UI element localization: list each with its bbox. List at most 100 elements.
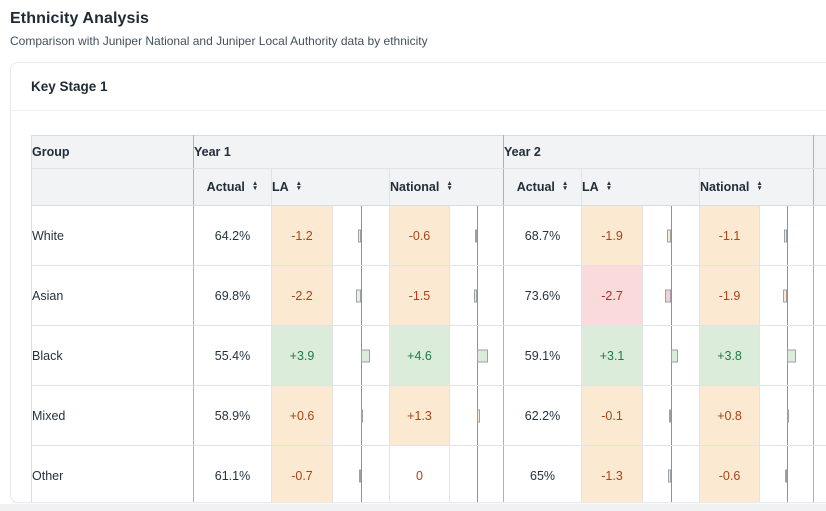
sort-header-la-y1[interactable]: LA ▲ ▼ — [271, 168, 390, 206]
sort-header-actual-y1[interactable]: Actual ▲ ▼ — [193, 168, 272, 206]
la-value-cell-y2: -2.7 — [581, 265, 643, 326]
group-cell: Asian — [31, 265, 194, 326]
actual-cell-y1: 58.9% — [193, 385, 272, 446]
bar-axis-line — [786, 266, 788, 325]
bar-axis-line — [786, 446, 788, 502]
group-cell: Other — [31, 445, 194, 502]
deviation-bar — [356, 289, 361, 302]
sort-header-actual-y2[interactable]: Actual ▲ ▼ — [503, 168, 582, 206]
group-cell: White — [31, 205, 194, 266]
row-filler — [813, 265, 826, 326]
national-bar-cell-y1 — [448, 205, 504, 266]
sort-header-la-y2[interactable]: LA ▲ ▼ — [581, 168, 700, 206]
table-row: Mixed 58.9% +0.6 +1.3 62.2% -0.1 +0.8 — [31, 385, 826, 446]
la-value-cell-y1: +3.9 — [271, 325, 333, 386]
deviation-bar — [667, 229, 672, 242]
deviation-bar — [668, 469, 672, 482]
national-value-cell-y2: -0.6 — [699, 445, 760, 502]
actual-cell-y1: 64.2% — [193, 205, 272, 266]
actual-cell-y2: 65% — [503, 445, 582, 502]
national-value-cell-y1: 0 — [389, 445, 450, 502]
national-bar-cell-y1 — [448, 385, 504, 446]
card-body: Group Year 1 Year 2 Actual ▲ ▼ LA ▲ ▼ National ▲ ▼ A… — [11, 111, 826, 502]
sort-icon: ▲ ▼ — [756, 180, 763, 192]
national-bar-cell-y2 — [759, 265, 814, 326]
national-bar-cell-y1 — [448, 265, 504, 326]
la-value-cell-y1: -0.7 — [271, 445, 333, 502]
la-bar-cell-y1 — [332, 445, 390, 502]
actual-cell-y2: 59.1% — [503, 325, 582, 386]
deviation-bar — [474, 229, 477, 242]
national-bar-cell-y2 — [759, 385, 814, 446]
key-stage-card: Key Stage 1 Group Year 1 Year 2 Actual ▲ ▼ LA ▲… — [10, 62, 826, 503]
group-cell: Mixed — [31, 385, 194, 446]
row-filler — [813, 445, 826, 502]
sort-icon: ▲ ▼ — [446, 180, 453, 192]
la-bar-cell-y2 — [642, 265, 700, 326]
deviation-bar — [476, 409, 480, 422]
la-bar-cell-y1 — [332, 265, 390, 326]
deviation-bar — [361, 409, 363, 422]
la-bar-cell-y2 — [642, 385, 700, 446]
deviation-bar — [786, 349, 796, 362]
bar-axis-line — [361, 446, 362, 502]
page-bottom-strip — [0, 504, 826, 511]
la-value-cell-y2: -1.9 — [581, 205, 643, 266]
deviation-bar — [359, 469, 361, 482]
national-bar-cell-y2 — [759, 445, 814, 502]
table-row: Asian 69.8% -2.2 -1.5 73.6% -2.7 -1.9 — [31, 265, 826, 326]
table-row: Black 55.4% +3.9 +4.6 59.1% +3.1 +3.8 — [31, 325, 826, 386]
la-bar-cell-y2 — [642, 325, 700, 386]
bar-axis-line — [786, 206, 788, 265]
bar-axis-line — [476, 206, 478, 265]
page-header: Ethnicity Analysis Comparison with Junip… — [10, 10, 428, 48]
sort-icon: ▲ ▼ — [295, 180, 303, 192]
national-value-cell-y1: -1.5 — [389, 265, 450, 326]
actual-cell-y1: 69.8% — [193, 265, 272, 326]
bar-axis-line — [476, 446, 478, 502]
national-value-cell-y2: +0.8 — [699, 385, 760, 446]
row-filler — [813, 325, 826, 386]
national-bar-cell-y2 — [759, 205, 814, 266]
subheader-filler — [813, 168, 826, 206]
national-bar-cell-y1 — [448, 445, 504, 502]
national-value-cell-y1: +1.3 — [389, 385, 450, 446]
deviation-bar — [784, 469, 787, 482]
page-title: Ethnicity Analysis — [10, 10, 150, 27]
national-bar-cell-y1 — [448, 325, 504, 386]
national-value-cell-y2: +3.8 — [699, 325, 760, 386]
la-value-cell-y2: +3.1 — [581, 325, 643, 386]
card-title: Key Stage 1 — [11, 63, 826, 111]
sort-icon: ▲ ▼ — [251, 180, 259, 192]
header-filler — [813, 135, 826, 169]
row-filler — [813, 385, 826, 446]
la-value-cell-y2: -0.1 — [581, 385, 643, 446]
actual-cell-y2: 68.7% — [503, 205, 582, 266]
la-bar-cell-y1 — [332, 385, 390, 446]
group-subheader-spacer — [31, 168, 194, 206]
actual-cell-y2: 73.6% — [503, 265, 582, 326]
la-value-cell-y1: -2.2 — [271, 265, 333, 326]
deviation-bar — [358, 229, 361, 242]
actual-cell-y2: 62.2% — [503, 385, 582, 446]
bar-axis-line — [671, 446, 673, 502]
sort-header-national-y2[interactable]: National ▲ ▼ — [699, 168, 814, 206]
national-bar-cell-y2 — [759, 325, 814, 386]
group-cell: Black — [31, 325, 194, 386]
ethnicity-table: Group Year 1 Year 2 Actual ▲ ▼ LA ▲ ▼ National ▲ ▼ A… — [31, 135, 826, 502]
la-value-cell-y2: -1.3 — [581, 445, 643, 502]
bar-axis-line — [361, 206, 362, 265]
sort-icon: ▲ ▼ — [605, 180, 613, 192]
deviation-bar — [665, 289, 672, 302]
group-column-header: Group — [31, 135, 194, 169]
sort-header-national-y1[interactable]: National ▲ ▼ — [388, 168, 504, 206]
actual-cell-y1: 61.1% — [193, 445, 272, 502]
deviation-bar — [671, 349, 679, 362]
bar-axis-line — [361, 266, 362, 325]
year-header-2: Year 2 — [503, 135, 814, 169]
deviation-bar — [669, 409, 672, 422]
deviation-bar — [476, 349, 488, 362]
bar-axis-line — [671, 206, 673, 265]
deviation-bar — [473, 289, 477, 302]
bar-axis-line — [671, 266, 673, 325]
